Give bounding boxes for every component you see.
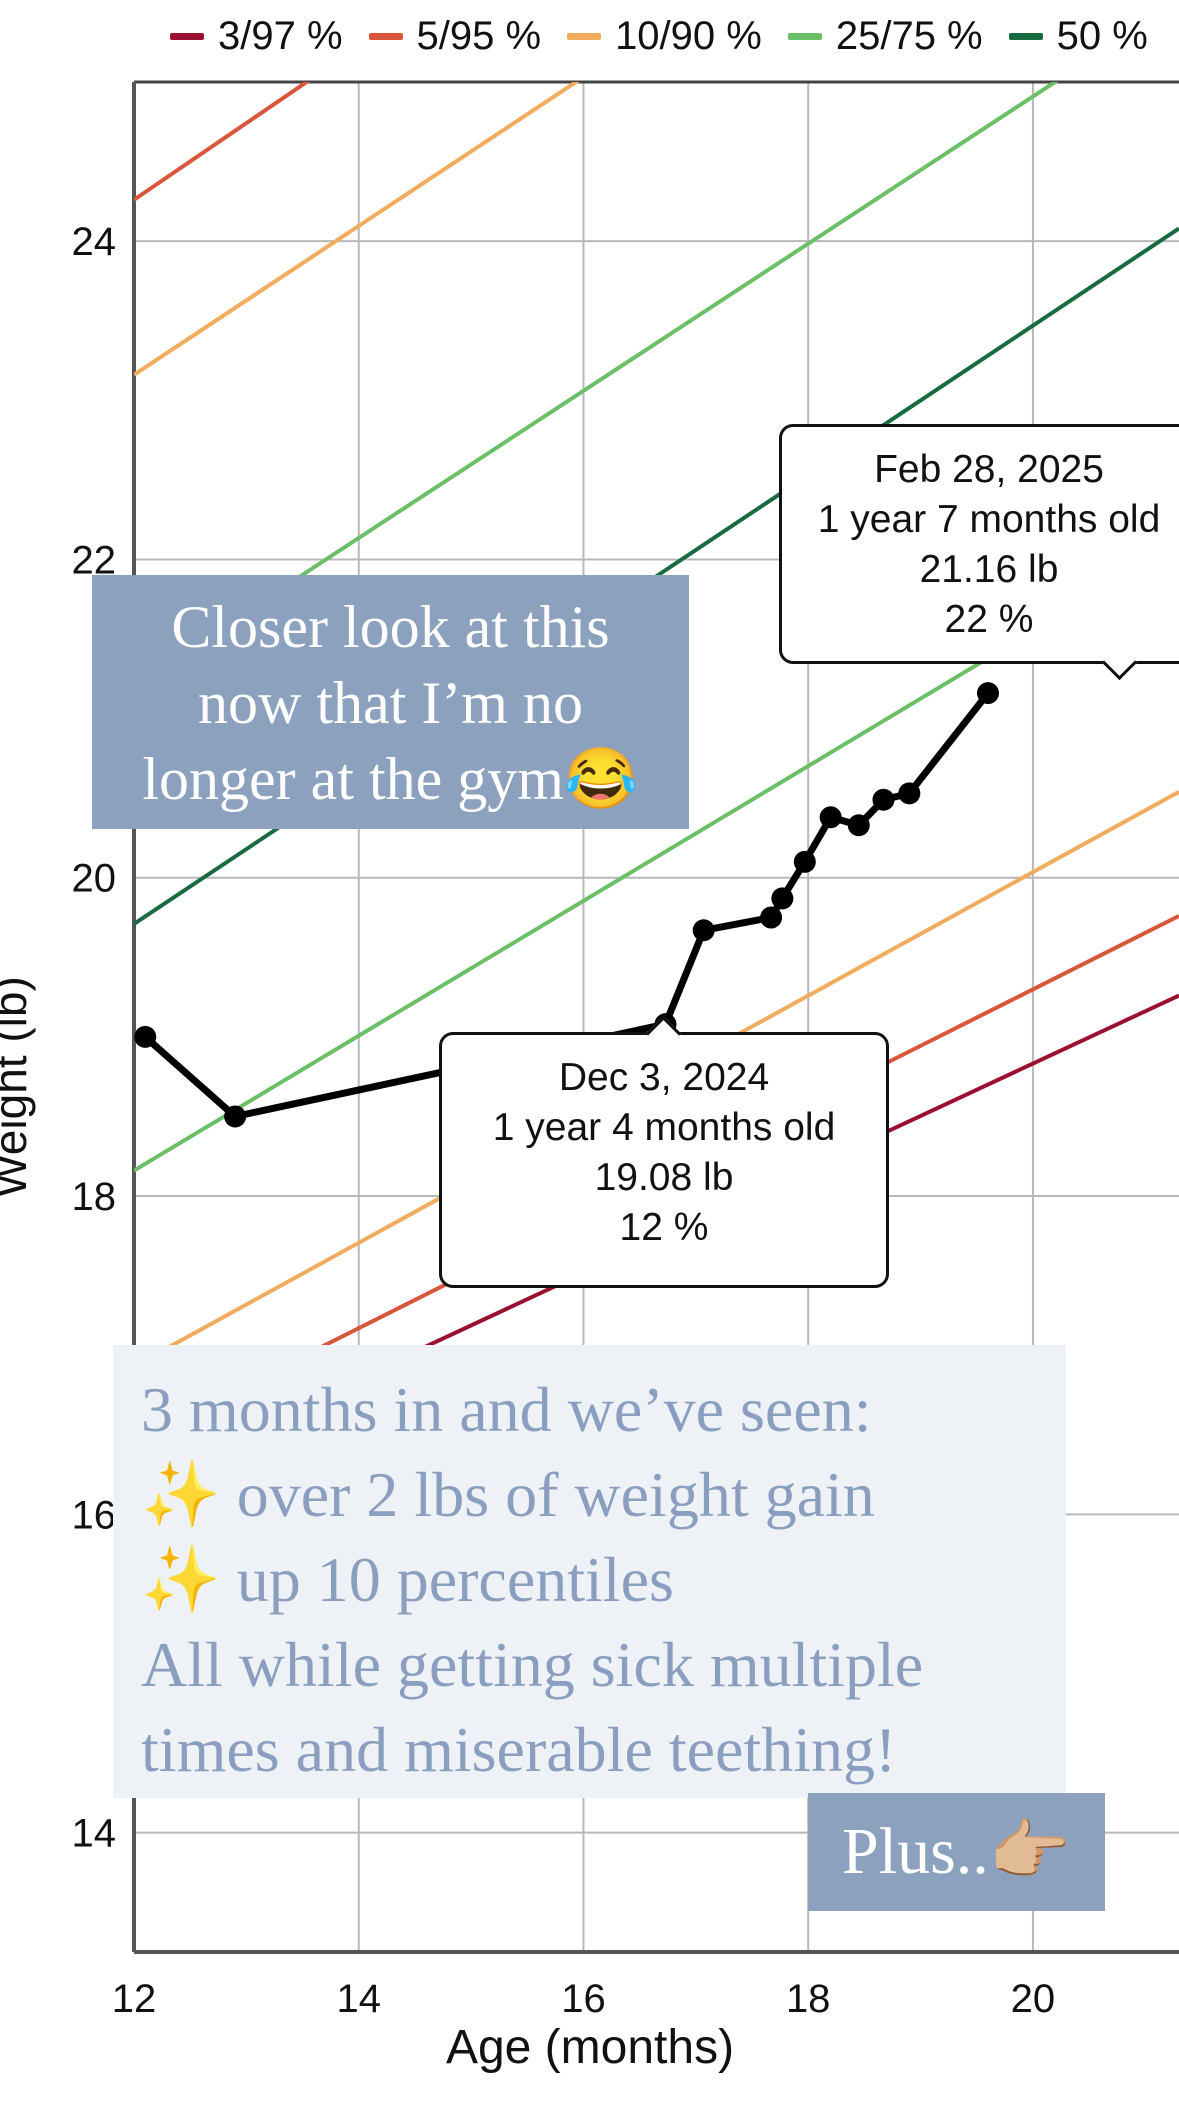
caption-line: Closer look at this <box>171 594 610 660</box>
weight-data-point <box>224 1105 247 1128</box>
weight-data-point <box>819 806 842 829</box>
y-tick-label: 14 <box>72 1812 117 1856</box>
y-tick-label: 20 <box>72 857 117 901</box>
legend-label-25-75: 25/75 % <box>835 14 983 58</box>
x-tick-label: 16 <box>561 1977 606 2021</box>
y-tick-label: 24 <box>72 220 117 264</box>
weight-data-point <box>872 788 895 811</box>
weight-data-point <box>898 782 921 805</box>
legend-item-50: 50 % <box>1008 14 1148 59</box>
legend-item-25-75: 25/75 % <box>787 14 983 59</box>
percentile-line-25-75-upper <box>134 82 1059 687</box>
caption-line: 3 months in and we’ve seen: <box>141 1374 872 1445</box>
weight-data-point <box>692 919 715 942</box>
chart-legend: 3/97 % 5/95 % 10/90 % 25/75 % 50 % <box>170 14 1148 59</box>
x-axis-label: Age (months) <box>445 2021 735 2074</box>
weight-data-point <box>771 887 794 910</box>
caption-plus: Plus..👉🏼 <box>808 1793 1105 1911</box>
caption-text: over 2 lbs of weight gain <box>236 1459 875 1530</box>
legend-label-3-97: 3/97 % <box>218 14 343 58</box>
legend-item-5-95: 5/95 % <box>368 14 542 59</box>
legend-swatch-5-95 <box>368 33 403 40</box>
annotation-age: 1 year 7 months old <box>817 498 1161 541</box>
weight-data-point <box>760 906 783 929</box>
x-tick-label: 18 <box>786 1977 831 2021</box>
x-tick-label: 14 <box>336 1977 381 2021</box>
sparkles-icon: ✨ <box>141 1544 221 1615</box>
weight-data-point <box>847 814 870 837</box>
legend-item-10-90: 10/90 % <box>567 14 762 59</box>
annotation-weight: 19.08 lb <box>594 1156 734 1199</box>
annotation-weight: 21.16 lb <box>919 548 1059 591</box>
legend-item-3-97: 3/97 % <box>170 14 343 59</box>
legend-swatch-50 <box>1008 33 1043 40</box>
caption-line: ✨ up 10 percentiles <box>141 1537 1038 1622</box>
caption-line: times and miserable teething! <box>141 1714 897 1785</box>
weight-data-point <box>793 850 816 873</box>
x-tick-label: 12 <box>112 1977 157 2021</box>
caption-gym: Closer look at this now that I’m no long… <box>92 575 689 829</box>
weight-data-point <box>134 1025 157 1048</box>
caption-line: now that I’m no <box>198 670 583 736</box>
percentile-line-10-90-upper <box>134 82 580 377</box>
y-axis-label: Weight (lb) <box>0 976 36 1198</box>
annotation-percentile: 12 % <box>619 1206 709 1249</box>
legend-swatch-25-75 <box>787 33 822 40</box>
legend-label-50: 50 % <box>1056 14 1148 58</box>
annotation-age: 1 year 4 months old <box>492 1106 836 1149</box>
sparkles-icon: ✨ <box>141 1459 221 1530</box>
annotation-percentile: 22 % <box>944 598 1034 641</box>
y-tick-label: 18 <box>72 1175 117 1219</box>
legend-swatch-10-90 <box>567 33 602 40</box>
annotation-dec-3-2024: Dec 3, 2024 1 year 4 months old 19.08 lb… <box>439 1015 889 1288</box>
caption-text: up 10 percentiles <box>236 1544 674 1615</box>
y-tick-label: 16 <box>72 1493 117 1537</box>
weight-data-point <box>976 682 999 705</box>
annotation-date: Dec 3, 2024 <box>558 1056 770 1099</box>
caption-line: ✨ over 2 lbs of weight gain <box>141 1452 1038 1537</box>
caption-progress: 3 months in and we’ve seen: ✨ over 2 lbs… <box>113 1345 1066 1798</box>
legend-label-5-95: 5/95 % <box>416 14 542 58</box>
annotation-date: Feb 28, 2025 <box>874 448 1104 491</box>
annotation-feb-28-2025: Feb 28, 2025 1 year 7 months old 21.16 l… <box>779 424 1179 681</box>
legend-label-10-90: 10/90 % <box>615 14 762 58</box>
caption-line: All while getting sick multiple <box>141 1629 924 1700</box>
caption-line: longer at the gym😂 <box>142 746 639 812</box>
x-tick-label: 20 <box>1011 1977 1056 2021</box>
legend-swatch-3-97 <box>170 33 204 40</box>
